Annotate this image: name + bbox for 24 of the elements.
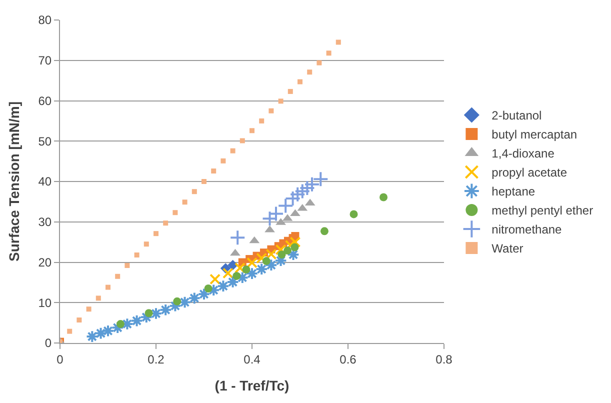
y-tick-label: 60: [38, 94, 52, 108]
legend-label: methyl pentyl ether: [492, 204, 594, 218]
y-tick-label: 70: [38, 54, 52, 68]
x-tick-label: 0: [56, 352, 64, 366]
y-tick-label: 40: [38, 174, 52, 189]
x-tick-label: 0.2: [148, 352, 165, 366]
x-tick-label: 0.6: [340, 352, 357, 366]
legend-label: butyl mercaptan: [492, 128, 578, 142]
x-tick-label: 0.8: [436, 352, 453, 366]
y-tick-label: 10: [38, 296, 52, 310]
y-tick-label: 80: [38, 13, 52, 28]
legend-label: 2-butanol: [492, 108, 542, 123]
legend-label: nitromethane: [492, 222, 562, 237]
y-tick-label: 30: [38, 215, 52, 230]
y-tick-label: 0: [44, 336, 52, 350]
y-axis-title: Surface Tension [mN/m]: [6, 102, 22, 262]
legend-label: heptane: [492, 184, 536, 199]
legend-label: 1,4-dioxane: [492, 146, 555, 161]
x-tick-label: 0.4: [244, 352, 261, 366]
legend-label: propyl acetate: [492, 166, 568, 180]
legend-label: Water: [492, 242, 524, 256]
y-tick-label: 20: [38, 255, 52, 270]
y-tick-label: 50: [38, 134, 52, 148]
x-axis-title: (1 - Tref/Tc): [214, 378, 290, 394]
